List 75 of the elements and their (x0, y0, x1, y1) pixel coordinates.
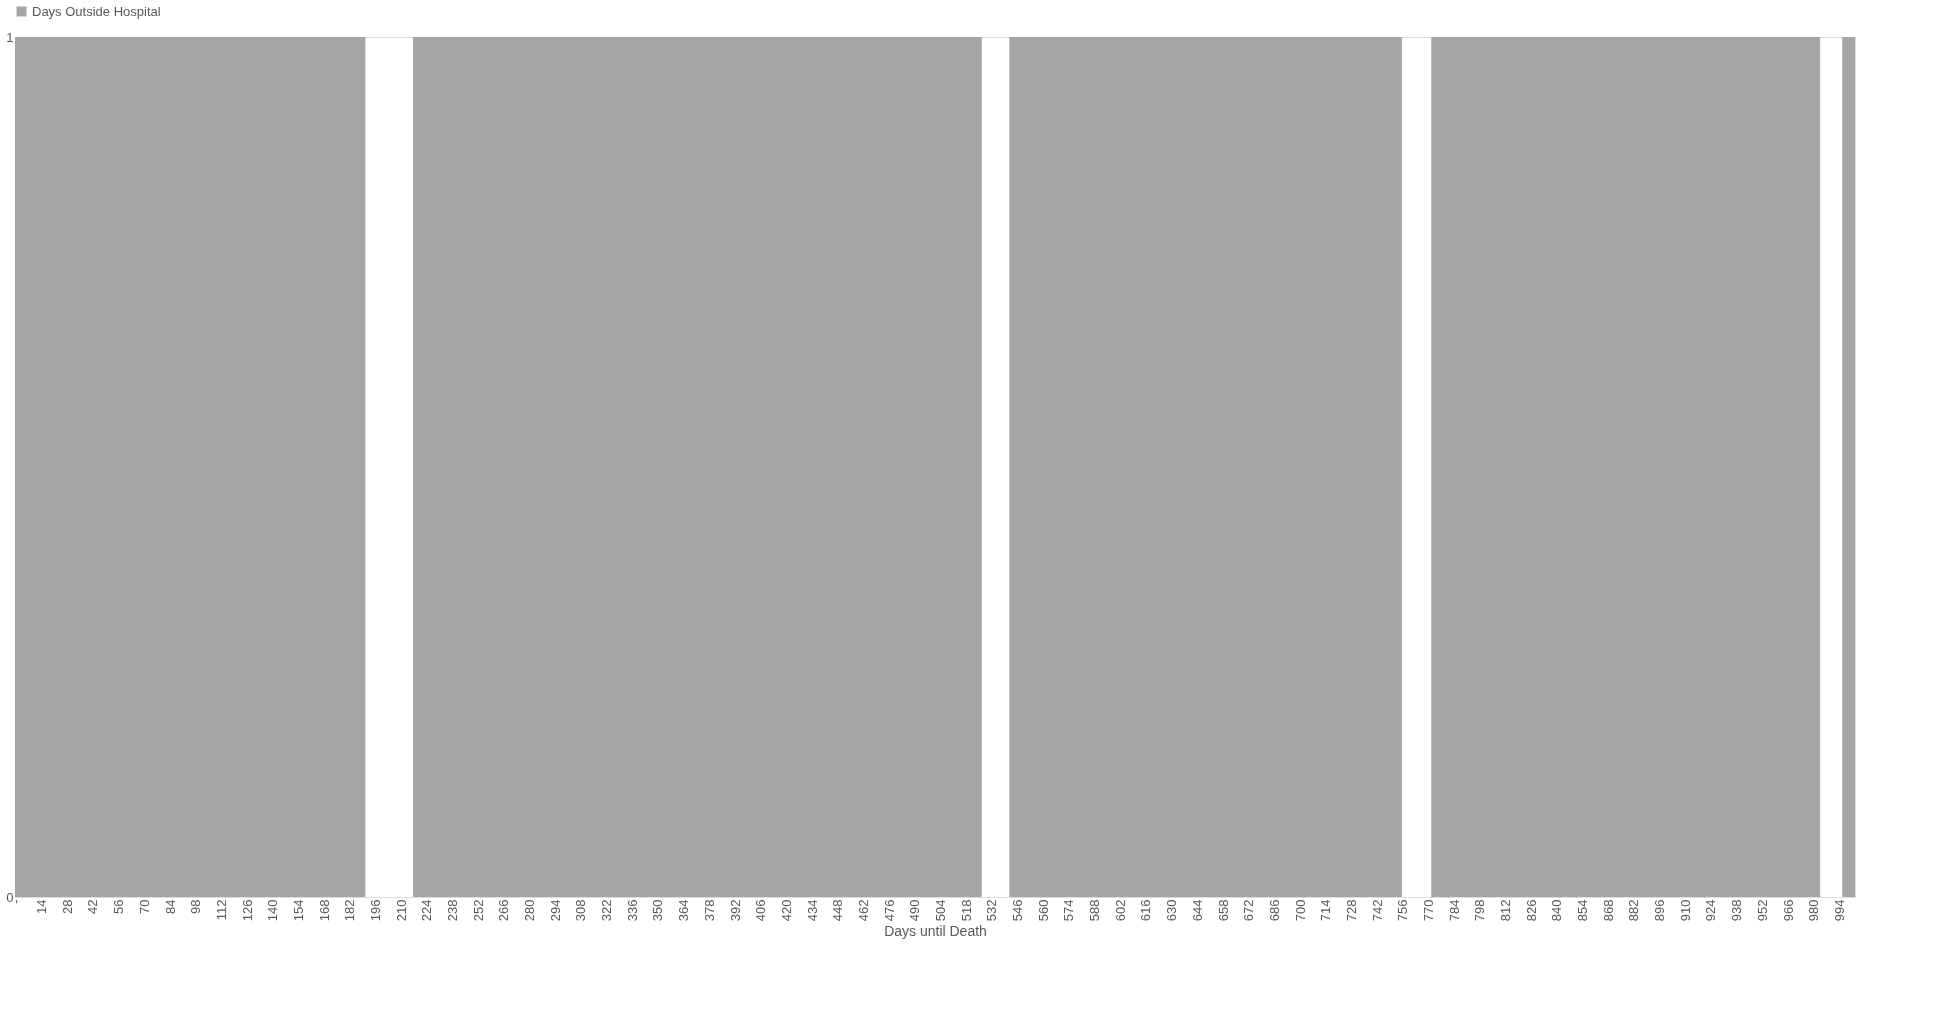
x-tick-label: 770 (1420, 899, 1436, 922)
x-tick-label: 756 (1395, 899, 1411, 922)
x-tick-label: 518 (958, 899, 974, 922)
x-tick-label: 392 (727, 899, 743, 922)
x-tick-label: 238 (445, 899, 461, 922)
x-tick-label: 686 (1266, 899, 1282, 922)
x-tick-label: 490 (907, 899, 923, 922)
x-tick-label: 952 (1754, 899, 1770, 922)
x-tick-label: 672 (1241, 899, 1257, 922)
x-tick-label: 980 (1806, 899, 1822, 922)
x-tick-label: 784 (1446, 899, 1462, 922)
x-tick-label: 406 (753, 899, 769, 922)
x-tick-label: 896 (1652, 899, 1668, 922)
x-tick-label: 84 (162, 899, 178, 914)
x-tick-label: 924 (1703, 899, 1719, 922)
x-tick-label: 560 (1035, 899, 1051, 922)
x-axis-title: Days until Death (884, 923, 987, 940)
x-tick-label: 938 (1729, 899, 1745, 922)
x-tick-label: 280 (522, 899, 538, 922)
x-tick-label: 182 (342, 899, 358, 922)
x-tick-label: 644 (1189, 899, 1205, 922)
x-tick-label: 140 (265, 899, 281, 922)
x-tick-label: 308 (573, 899, 589, 922)
x-tick-label: 798 (1472, 899, 1488, 922)
x-tick-label: 364 (676, 899, 692, 922)
x-tick-label: 168 (316, 899, 332, 922)
x-tick-label: 112 (213, 899, 229, 921)
x-tick-label: 56 (111, 899, 127, 914)
x-tick-label: 602 (1112, 899, 1128, 922)
x-tick-label: 42 (85, 899, 101, 914)
x-tick-label: 224 (419, 899, 435, 922)
x-tick-label: 378 (701, 899, 717, 922)
x-tick-label: 350 (650, 899, 666, 922)
x-tick-label: 840 (1549, 899, 1565, 922)
x-tick-label: 266 (496, 899, 512, 922)
x-tick-label: 882 (1626, 899, 1642, 922)
x-tick-label: 420 (778, 899, 794, 922)
x-tick-label: 714 (1318, 899, 1334, 922)
x-tick-label: 98 (188, 899, 204, 914)
x-tick-label: 70 (136, 899, 152, 914)
x-tick-label: 742 (1369, 899, 1385, 922)
x-tick-label: 588 (1087, 899, 1103, 922)
legend-label: Days Outside Hospital (32, 3, 161, 19)
x-tick-label: 546 (1010, 899, 1026, 922)
x-tick-label: 28 (59, 899, 75, 914)
x-tick-label: 868 (1600, 899, 1616, 922)
y-tick-label: 1 (6, 29, 14, 45)
x-tick-label: 448 (830, 899, 846, 922)
x-tick-label: 574 (1061, 899, 1077, 922)
x-tick-label: 532 (984, 899, 1000, 922)
x-tick-label: 14 (34, 899, 50, 914)
x-tick-label: 826 (1523, 899, 1539, 922)
x-tick-label: 994 (1831, 899, 1847, 922)
x-tick-label: 462 (855, 899, 871, 922)
x-tick-label: 616 (1138, 899, 1154, 922)
x-tick-label: 966 (1780, 899, 1796, 922)
x-tick-label: 700 (1292, 899, 1308, 922)
x-tick-label: 252 (470, 899, 486, 922)
x-tick-label: 728 (1343, 899, 1359, 922)
x-tick-label: 476 (881, 899, 897, 922)
x-tick-label: 154 (290, 899, 306, 922)
x-tick-label: 504 (933, 899, 948, 922)
x-tick-label: 434 (804, 899, 820, 922)
x-tick-label: 210 (393, 899, 409, 922)
x-tick-label: 126 (239, 899, 255, 922)
x-tick-label: 630 (1164, 899, 1180, 922)
x-tick-label: 336 (624, 899, 640, 922)
y-tick-label: 0 (6, 889, 14, 905)
x-tick-label: 910 (1677, 899, 1693, 922)
x-tick-label: 196 (367, 899, 383, 922)
x-tick-label: 294 (547, 899, 563, 922)
x-tick-label: 658 (1215, 899, 1231, 922)
x-tick-label: 854 (1575, 899, 1591, 922)
x-tick-label: 812 (1498, 899, 1514, 922)
x-tick-label: 322 (599, 899, 615, 922)
